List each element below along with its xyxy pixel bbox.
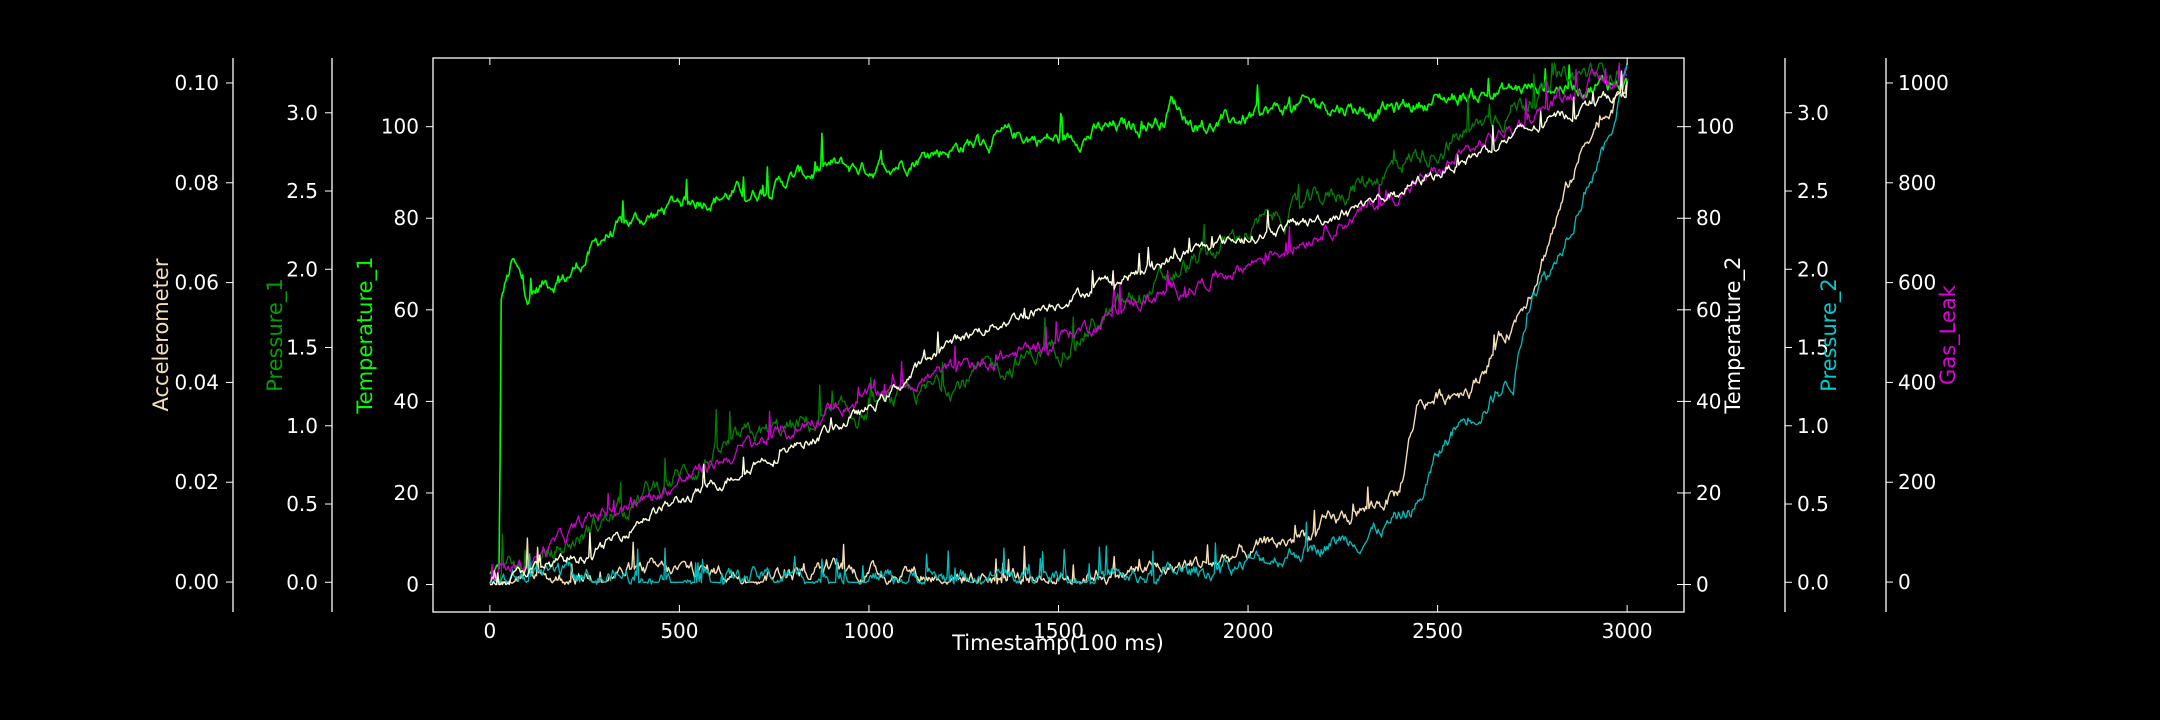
y-tick-label: 0.0 [286, 570, 318, 594]
y-axis-t2: 0 20 40 60 80 100 Temperature_2 [1684, 115, 1746, 597]
y-axis-label-p2: Pressure_2 [1817, 278, 1842, 392]
y-tick-label: 0.5 [1797, 492, 1829, 516]
series-line-p2 [489, 63, 1628, 585]
x-axis: 0 500 1000 1500 2000 2500 3000 [483, 58, 1653, 643]
y-tick-label: 0.5 [286, 492, 318, 516]
y-tick-label: 0 [1898, 570, 1911, 594]
y-tick-label: 40 [394, 389, 419, 413]
y-tick-label: 3.0 [286, 101, 318, 125]
y-tick-label: 2.0 [286, 257, 318, 281]
y-tick-label: 2.5 [1797, 179, 1829, 203]
y-tick-label: 0 [406, 573, 419, 597]
y-tick-label: 80 [1696, 206, 1721, 230]
y-tick-label: 20 [394, 481, 419, 505]
y-axis-t1: 0 20 40 60 80 100 Temperature_1 [353, 115, 1684, 597]
y-tick-label: 2.5 [286, 179, 318, 203]
y-tick-label: 20 [1696, 481, 1721, 505]
y-tick-label: 0.10 [174, 71, 219, 95]
y-axis-gas: 0 200 400 600 800 1000 Gas_Leak [1885, 58, 1961, 612]
y-tick-label: 40 [1696, 389, 1721, 413]
y-axis-label-t2: Temperature_2 [1721, 257, 1746, 415]
y-tick-label: 0.00 [174, 570, 219, 594]
y-tick-label: 1.5 [1797, 336, 1829, 360]
series-line-p1 [489, 62, 1628, 585]
x-tick-label: 0 [483, 619, 496, 643]
y-tick-label: 400 [1898, 370, 1936, 394]
series-line-t2 [489, 70, 1628, 586]
series-line-t1 [489, 64, 1628, 575]
y-tick-label: 200 [1898, 470, 1936, 494]
y-tick-label: 80 [394, 206, 419, 230]
y-axis-p1: 0.0 0.5 1.0 1.5 2.0 2.5 3.0 Pressure_1 [263, 58, 333, 612]
x-tick-label: 1000 [844, 619, 895, 643]
y-tick-label: 800 [1898, 171, 1936, 195]
y-tick-label: 100 [381, 115, 419, 139]
y-axis-p2: 0.0 0.5 1.0 1.5 2.0 2.5 3.0 Pressure_2 [1784, 58, 1842, 612]
y-tick-label: 60 [394, 298, 419, 322]
y-axis-label-t1: Temperature_1 [353, 257, 378, 415]
y-tick-label: 2.0 [1797, 257, 1829, 281]
y-tick-label: 60 [1696, 298, 1721, 322]
y-tick-label: 0 [1696, 573, 1709, 597]
y-tick-label: 1.0 [286, 414, 318, 438]
x-tick-label: 2500 [1412, 619, 1463, 643]
y-axis-label-p1: Pressure_1 [263, 278, 288, 392]
y-tick-label: 0.06 [174, 271, 219, 295]
y-tick-label: 1.5 [286, 336, 318, 360]
y-tick-label: 0.02 [174, 470, 219, 494]
y-tick-label: 1000 [1898, 71, 1949, 95]
y-tick-label: 600 [1898, 271, 1936, 295]
x-axis-label: Timestamp(100 ms) [951, 631, 1164, 655]
y-tick-label: 1.0 [1797, 414, 1829, 438]
x-tick-label: 1500 [1033, 619, 1084, 643]
y-axis-acc: 0.00 0.02 0.04 0.06 0.08 0.10 Accelerometer [149, 58, 234, 612]
x-tick-label: 2000 [1223, 619, 1274, 643]
y-axes: 0.000.020.040.060.080.10Accelerometer0.0… [149, 58, 1961, 612]
y-tick-label: 0.08 [174, 171, 219, 195]
series-layer [489, 62, 1628, 586]
y-axis-label-acc: Accelerometer [149, 258, 173, 411]
x-tick-label: 500 [660, 619, 698, 643]
y-tick-label: 0.04 [174, 370, 219, 394]
y-tick-label: 0.0 [1797, 570, 1829, 594]
y-tick-label: 3.0 [1797, 101, 1829, 125]
x-tick-label: 3000 [1602, 619, 1653, 643]
series-line-gas [489, 62, 1628, 583]
y-axis-label-gas: Gas_Leak [1936, 284, 1961, 385]
y-tick-label: 100 [1696, 115, 1734, 139]
